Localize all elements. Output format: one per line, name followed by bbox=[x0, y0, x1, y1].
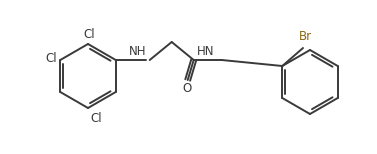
Text: O: O bbox=[182, 82, 192, 95]
Text: Cl: Cl bbox=[83, 28, 95, 41]
Text: Cl: Cl bbox=[90, 112, 102, 125]
Text: HN: HN bbox=[197, 45, 215, 58]
Text: Cl: Cl bbox=[46, 53, 57, 65]
Text: Br: Br bbox=[299, 30, 311, 43]
Text: NH: NH bbox=[129, 45, 146, 58]
